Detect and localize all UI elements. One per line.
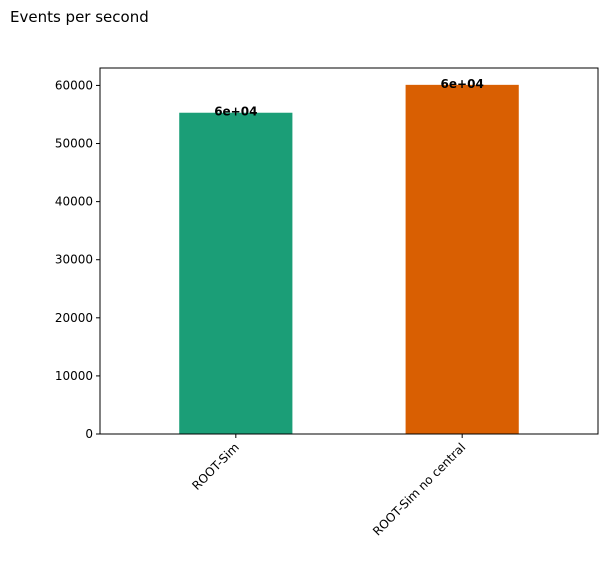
- bars-layer: [179, 84, 519, 434]
- y-tick-label: 0: [85, 427, 93, 441]
- plot-frame: [99, 67, 599, 435]
- axes-layer: [96, 67, 599, 438]
- page-title: Events per second: [10, 8, 149, 26]
- bar-value-label: 6e+04: [214, 105, 257, 119]
- x-tick-label: ROOT-Sim: [189, 440, 242, 493]
- y-tick-label: 60000: [55, 78, 93, 92]
- y-tick-label: 20000: [55, 311, 93, 325]
- y-tick-label: 30000: [55, 253, 93, 267]
- y-tick-label: 50000: [55, 137, 93, 151]
- x-tick-label: ROOT-Sim no central: [370, 440, 468, 538]
- y-tick-label: 40000: [55, 195, 93, 209]
- bar-2: [405, 84, 519, 434]
- bar-value-label: 6e+04: [441, 77, 484, 91]
- bar-1: [179, 112, 293, 434]
- y-tick-label: 10000: [55, 369, 93, 383]
